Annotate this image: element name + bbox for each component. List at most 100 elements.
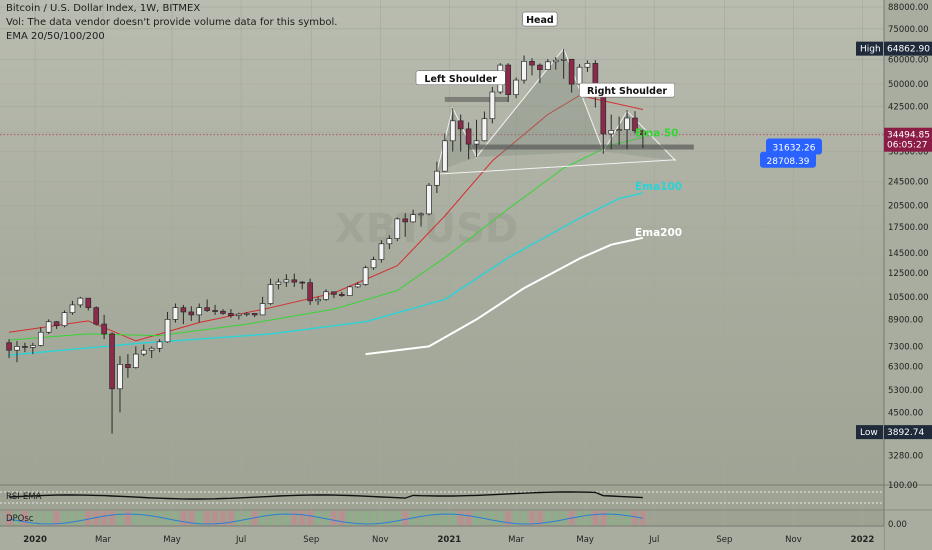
- pattern-label: Head: [526, 15, 554, 26]
- dpo-bar: [450, 511, 456, 525]
- pattern-label-box: [415, 70, 506, 86]
- dpo-bar: [386, 511, 392, 525]
- dpo-bar: [497, 511, 503, 525]
- dpo-bar: [402, 511, 408, 525]
- dpo-bar: [426, 511, 432, 525]
- candle-up: [196, 307, 203, 316]
- time-axis-bg: [0, 526, 884, 550]
- candle-down: [220, 310, 226, 314]
- dpo-bar: [378, 511, 384, 525]
- price-tick-label: 60000.00: [888, 55, 929, 65]
- price-tick-label: 17500.00: [888, 223, 929, 233]
- price-tick-label: 50000.00: [888, 80, 929, 90]
- price-tick-label: 24500.00: [888, 177, 929, 187]
- dpo-bar: [260, 511, 266, 525]
- dpo-bar: [323, 511, 329, 525]
- time-tick-label: May: [576, 535, 594, 545]
- dpo-bar: [141, 511, 147, 525]
- symbol-title[interactable]: Bitcoin / U.S. Dollar Index, 1W, BITMEX: [6, 3, 201, 14]
- candle-down: [568, 58, 575, 85]
- ema-label: Ema 50: [635, 128, 678, 140]
- dpo-bar: [577, 511, 582, 525]
- dpo-bar: [355, 511, 361, 525]
- candle-up: [323, 291, 329, 300]
- dpo-bar: [371, 511, 376, 525]
- price-tag-bg: [884, 41, 932, 56]
- candle-up: [442, 140, 448, 172]
- candle-up: [267, 284, 274, 304]
- time-tick-label: May: [163, 535, 181, 545]
- price-tick-label: 30500.00: [888, 148, 929, 158]
- rsi-line: [9, 491, 643, 500]
- candle-up: [346, 286, 353, 296]
- candle-down: [109, 333, 115, 390]
- ema-label: Ema200: [635, 227, 682, 239]
- dpo-bar: [188, 511, 194, 525]
- candle-up: [481, 118, 488, 142]
- time-tick-label: Sep: [303, 535, 319, 545]
- price-tag-value: 3892.74: [887, 428, 924, 438]
- candle-up: [140, 349, 147, 355]
- dpo-bar: [109, 511, 115, 525]
- dpo-bar: [442, 511, 448, 525]
- price-tick-label: 8900.00: [888, 315, 923, 325]
- dpo-bar: [196, 511, 202, 525]
- dpo-bar: [69, 511, 75, 525]
- time-tick-label: 2020: [23, 535, 47, 545]
- candle-down: [85, 297, 92, 309]
- time-tick-label: Nov: [785, 535, 802, 545]
- ema-legend[interactable]: EMA 20/50/100/200: [6, 31, 105, 42]
- candle-down: [6, 342, 12, 351]
- candle-down: [212, 310, 218, 312]
- dpo-bar: [418, 511, 424, 525]
- dpo-bar: [54, 511, 60, 525]
- candle-up: [133, 353, 139, 368]
- dpo-line: [9, 513, 643, 525]
- candle-up: [378, 243, 385, 260]
- candle-up: [275, 281, 282, 285]
- price-tag-bg: [884, 137, 932, 152]
- dpo-bar: [529, 511, 535, 525]
- candle-up: [156, 341, 163, 349]
- candle-up: [236, 313, 242, 316]
- dpo-bar: [584, 511, 590, 525]
- dpo-bar: [545, 511, 551, 525]
- candle-up: [394, 218, 401, 239]
- candle-down: [93, 307, 100, 325]
- price-tick-label: 20500.00: [888, 202, 929, 212]
- dpo-bar: [632, 511, 638, 525]
- dpo-bar: [363, 511, 369, 525]
- dpo-bar: [14, 511, 20, 525]
- dpo-bar: [434, 511, 440, 525]
- dpo-bar: [592, 511, 598, 525]
- candle-up: [552, 59, 559, 63]
- ema-label: Ema100: [635, 181, 682, 193]
- dpo-bar: [394, 511, 400, 525]
- dpo-bar: [133, 511, 139, 525]
- dpo-bar: [125, 511, 131, 525]
- candle-up: [148, 347, 155, 351]
- time-tick-label: Mar: [508, 535, 525, 545]
- candle-up: [69, 304, 76, 314]
- candle-down: [299, 281, 306, 284]
- pattern-label-box: [522, 11, 558, 27]
- shoulder-zone: [444, 96, 509, 102]
- pattern-label: Right Shoulder: [587, 86, 667, 97]
- candle-down: [101, 323, 107, 335]
- candle-down: [180, 307, 187, 313]
- price-tick-label: 14500.00: [888, 249, 929, 259]
- price-tick-label: 3280.00: [888, 451, 923, 461]
- candle-up: [560, 58, 567, 61]
- price-tick-label: 5300.00: [888, 386, 923, 396]
- dpo-bar: [157, 511, 163, 525]
- price-tick-label: 12500.00: [888, 269, 929, 279]
- price-tag-label: Low: [860, 428, 878, 438]
- dpo-bar: [339, 511, 345, 525]
- price-tag-value: 06:05:27: [887, 141, 927, 151]
- dpo-bar: [331, 511, 337, 525]
- ema-line-3: [9, 192, 644, 356]
- candle-down: [640, 130, 646, 136]
- neckline: [436, 159, 676, 175]
